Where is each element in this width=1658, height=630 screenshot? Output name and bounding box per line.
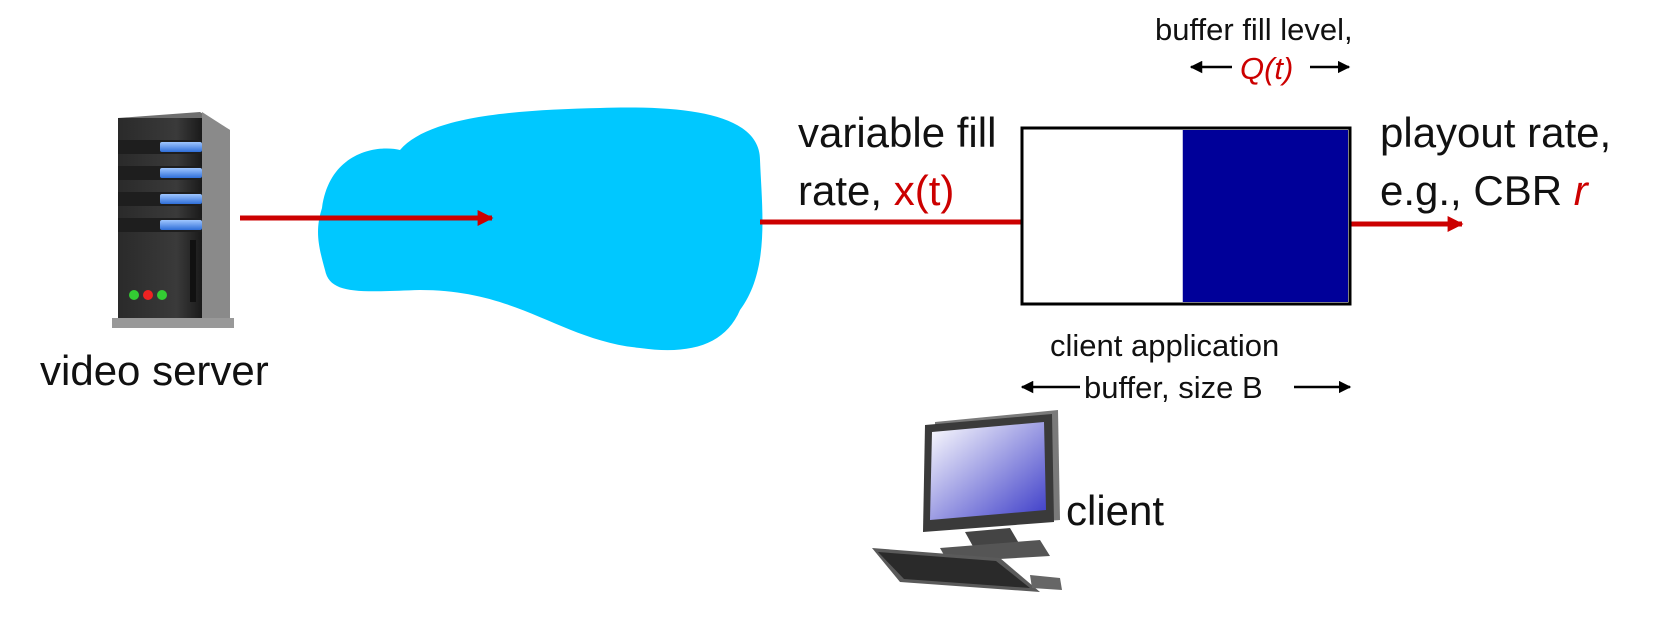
client-label: client <box>1066 487 1165 534</box>
video-server-icon <box>112 112 234 328</box>
client-application-label: client application <box>1050 328 1280 363</box>
queue-level-variable: Q(t) <box>1240 51 1294 86</box>
network-cloud-shape <box>318 107 763 351</box>
fill-rate-variable: x(t) <box>893 167 955 214</box>
playout-rate-label-line1: playout rate, <box>1380 109 1612 156</box>
video-server-label: video server <box>40 347 269 394</box>
fill-rate-label-line1: variable fill <box>798 109 997 156</box>
buffer-size-label: buffer, size B <box>1084 370 1263 405</box>
fill-rate-prefix: rate, <box>798 167 894 214</box>
buffer-fill-level-label: buffer fill level, <box>1155 12 1353 47</box>
fill-rate-label-line2: rate, x(t) <box>798 170 954 212</box>
playout-rate-label-line2: e.g., CBR r <box>1380 170 1588 212</box>
playout-rate-variable: r <box>1573 167 1588 214</box>
playout-prefix: e.g., CBR <box>1380 167 1574 214</box>
buffer-filled-portion <box>1182 130 1348 302</box>
client-computer-icon <box>872 410 1062 592</box>
